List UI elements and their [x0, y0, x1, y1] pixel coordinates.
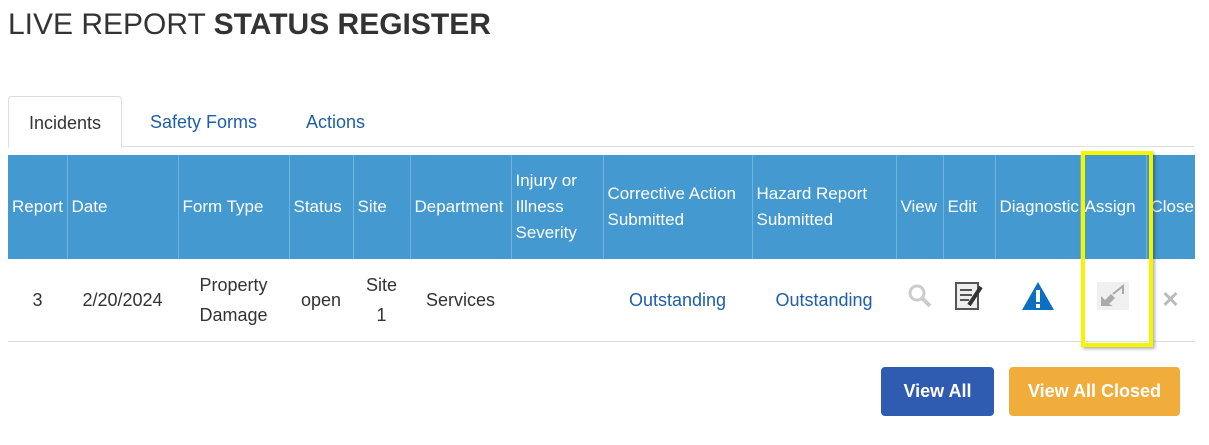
col-site[interactable]: Site — [352, 155, 410, 259]
col-assign: Assign — [1079, 155, 1146, 259]
cell-severity — [511, 259, 603, 342]
view-all-closed-button[interactable]: View All Closed — [1009, 367, 1180, 416]
close-x-icon[interactable]: ✕ — [1161, 286, 1180, 312]
search-icon[interactable] — [907, 283, 933, 309]
col-severity[interactable]: Injury or Illness Severity — [510, 155, 603, 259]
warning-icon[interactable] — [1021, 281, 1055, 311]
col-corrective[interactable]: Corrective Action Submitted — [602, 155, 752, 259]
incidents-table: Report Date Form Type Status Site Depart… — [8, 155, 1195, 342]
table-row: 3 2/20/2024 Property Damage open Site 1 … — [8, 259, 1195, 342]
col-department[interactable]: Department — [409, 155, 511, 259]
edit-document-icon[interactable] — [954, 281, 984, 311]
col-diagnostic: Diagnostic — [994, 155, 1080, 259]
cell-department: Services — [410, 259, 511, 342]
col-form-type[interactable]: Form Type — [177, 155, 289, 259]
col-hazard[interactable]: Hazard Report Submitted — [751, 155, 896, 259]
hazard-link[interactable]: Outstanding — [752, 259, 896, 342]
corrective-link[interactable]: Outstanding — [603, 259, 752, 342]
tab-bar: Incidents Safety Forms Actions — [8, 96, 1194, 148]
col-date[interactable]: Date — [66, 155, 178, 259]
col-edit: Edit — [942, 155, 995, 259]
header-row: Report Date Form Type Status Site Depart… — [8, 155, 1195, 259]
cell-date: 2/20/2024 — [67, 259, 178, 342]
cell-status: open — [289, 259, 353, 342]
cell-site: Site 1 — [353, 259, 410, 342]
cell-form-type: Property Damage — [178, 259, 289, 342]
tab-incidents[interactable]: Incidents — [8, 96, 123, 148]
view-all-button[interactable]: View All — [881, 367, 994, 416]
tab-actions[interactable]: Actions — [306, 112, 366, 132]
assign-arrows-icon[interactable] — [1097, 281, 1129, 310]
page-title: LIVE REPORT STATUS REGISTER — [8, 8, 491, 42]
col-status[interactable]: Status — [288, 155, 353, 259]
title-bold: STATUS REGISTER — [213, 8, 491, 41]
col-report[interactable]: Report — [8, 155, 67, 259]
cell-report: 3 — [8, 259, 67, 342]
assign-highlight-box — [1081, 151, 1153, 347]
title-prefix: LIVE REPORT — [8, 8, 206, 41]
col-close: Close — [1145, 155, 1195, 259]
col-view: View — [895, 155, 943, 259]
tab-safety-forms[interactable]: Safety Forms — [150, 112, 258, 132]
